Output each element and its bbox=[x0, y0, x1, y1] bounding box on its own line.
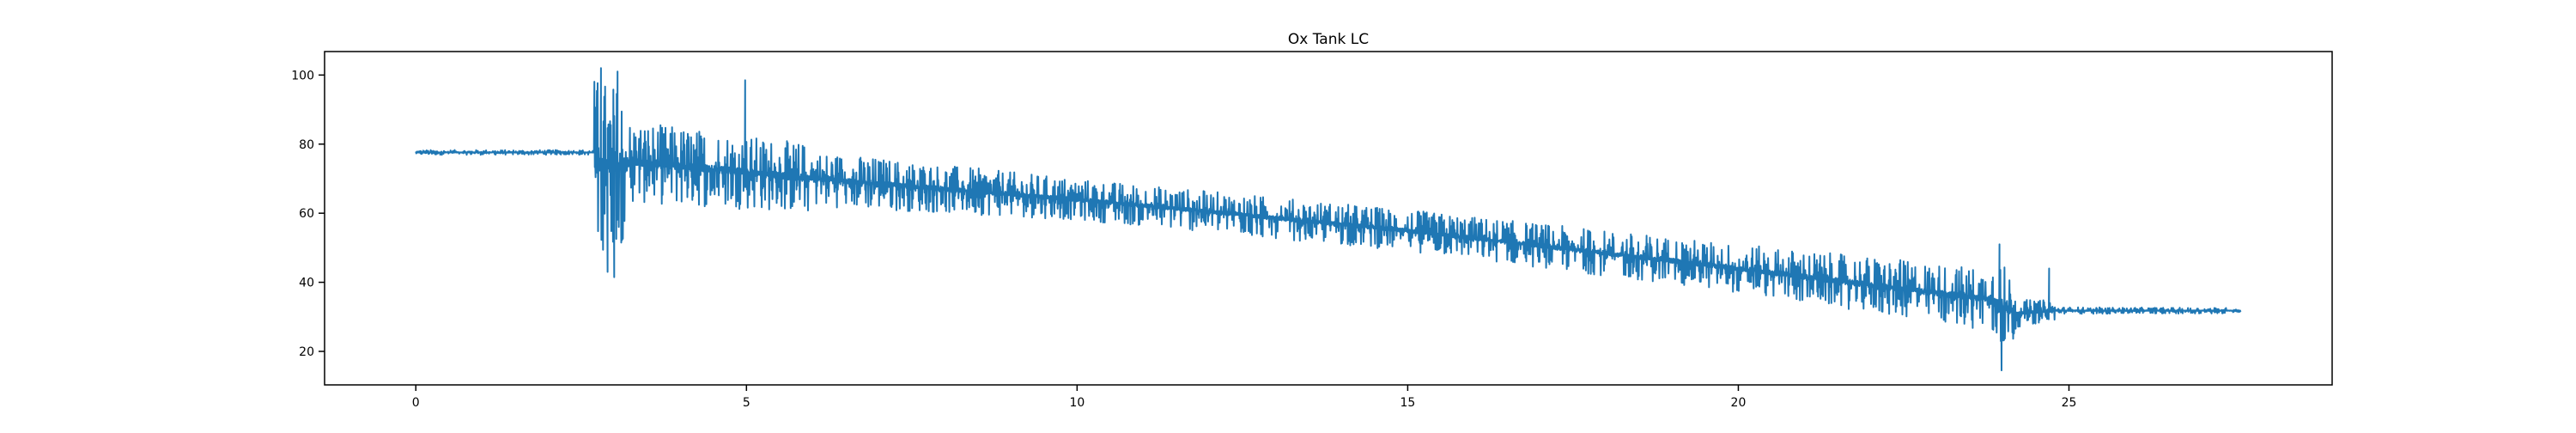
x-tick-label: 5 bbox=[743, 396, 750, 410]
x-tick-label: 0 bbox=[412, 396, 420, 410]
y-tick-label: 80 bbox=[299, 138, 314, 152]
x-tick-label: 15 bbox=[1400, 396, 1415, 410]
x-tick-label: 10 bbox=[1069, 396, 1084, 410]
x-tick-label: 20 bbox=[1731, 396, 1747, 410]
plot-content bbox=[415, 67, 2242, 372]
y-tick-label: 100 bbox=[291, 69, 314, 82]
y-tick-label: 20 bbox=[299, 345, 314, 359]
chart-title: Ox Tank LC bbox=[1288, 31, 1369, 48]
axes: 0 5 10 15 20 25 20 40 60 80 100 bbox=[291, 69, 2076, 410]
x-tick-label: 25 bbox=[2062, 396, 2077, 410]
plot-frame bbox=[324, 51, 2333, 386]
y-tick-label: 60 bbox=[299, 207, 314, 221]
y-tick-label: 40 bbox=[299, 277, 314, 290]
series-line-0 bbox=[415, 67, 2242, 372]
